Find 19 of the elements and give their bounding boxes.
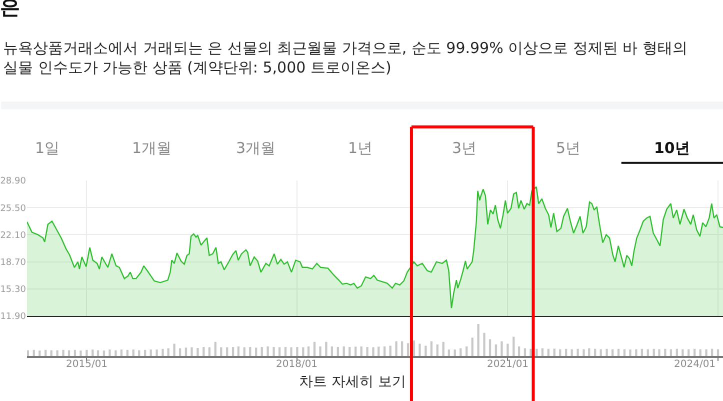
text: 1일: [35, 139, 60, 157]
x-tick-label: 2015/01: [66, 359, 108, 370]
text: 1년: [348, 139, 373, 157]
y-tick-label: 25.50: [0, 204, 26, 214]
text: 3개월: [236, 139, 276, 157]
y-tick-label: 22.10: [0, 230, 26, 241]
y-tick-label: 28.90: [0, 176, 26, 187]
chart-subtitle: 뉴욕상품거래소에서 거래되는 은 선물의 최근월물 가격으로, 순도 99.99% 이상으로 정제된 바 형태의 실물 인수도가 가능한 상품 (계약단위: 5,000 트로이온스): [3, 39, 688, 76]
x-tick-label: 2021/01: [487, 359, 529, 370]
y-tick-label: 18.70: [0, 258, 26, 268]
y-tick-label: 11.90: [0, 312, 26, 322]
text: 10년: [654, 139, 690, 157]
y-tick-label: 15.30: [0, 285, 26, 296]
text: 3년: [452, 139, 477, 157]
x-tick-label: 2024/01: [674, 359, 716, 370]
text: 차트 자세히 보기: [299, 374, 406, 390]
x-tick-label: 2018/01: [276, 359, 318, 370]
text: 5년: [556, 139, 581, 157]
text: 1개월: [132, 139, 172, 157]
